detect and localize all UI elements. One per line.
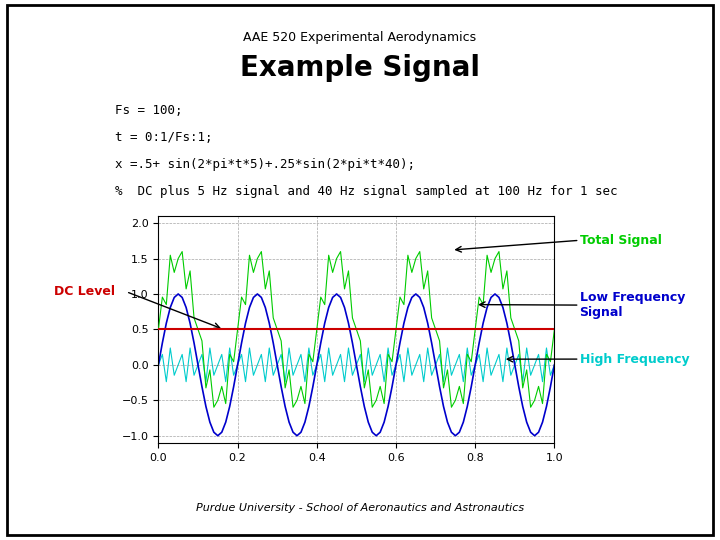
- Text: DC Level: DC Level: [54, 285, 115, 298]
- Text: x =.5+ sin(2*pi*t*5)+.25*sin(2*pi*t*40);: x =.5+ sin(2*pi*t*5)+.25*sin(2*pi*t*40);: [115, 158, 415, 171]
- Text: t = 0:1/Fs:1;: t = 0:1/Fs:1;: [115, 131, 212, 144]
- Text: Low Frequency
Signal: Low Frequency Signal: [580, 291, 685, 319]
- Text: %  DC plus 5 Hz signal and 40 Hz signal sampled at 100 Hz for 1 sec: % DC plus 5 Hz signal and 40 Hz signal s…: [115, 185, 618, 198]
- Text: AAE 520 Experimental Aerodynamics: AAE 520 Experimental Aerodynamics: [243, 31, 477, 44]
- Text: Total Signal: Total Signal: [580, 234, 662, 247]
- Text: Fs = 100;: Fs = 100;: [115, 104, 183, 117]
- Text: High Frequency: High Frequency: [580, 353, 689, 366]
- Text: Purdue University - School of Aeronautics and Astronautics: Purdue University - School of Aeronautic…: [196, 503, 524, 512]
- Text: Example Signal: Example Signal: [240, 53, 480, 82]
